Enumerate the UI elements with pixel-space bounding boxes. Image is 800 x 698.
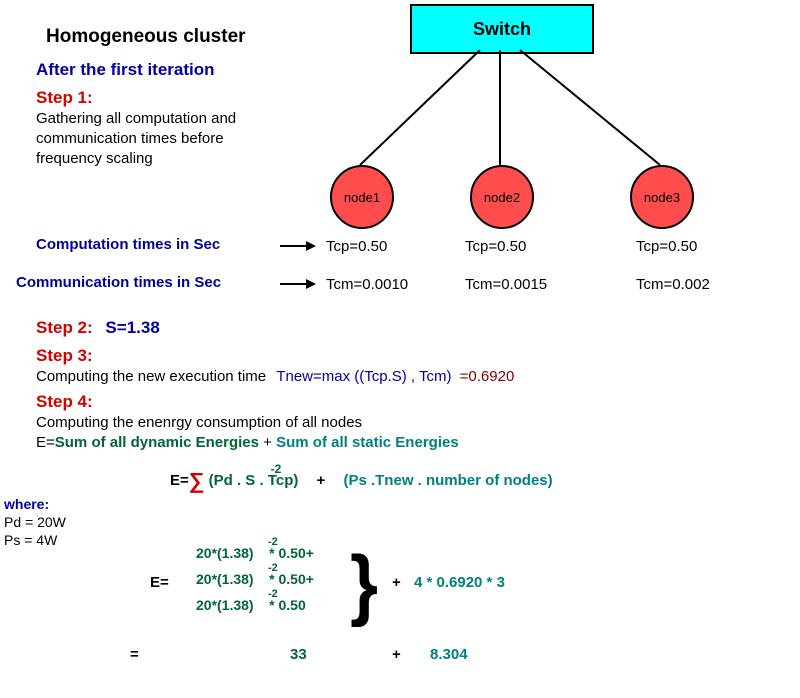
calc-plus: + xyxy=(392,574,401,591)
step4-eline: E=Sum of all dynamic Energies + Sum of a… xyxy=(36,434,459,451)
result-dyn: 33 xyxy=(290,646,307,663)
result-plus: + xyxy=(392,646,401,663)
tcm-value: Tcm=0.0015 xyxy=(465,276,547,293)
step4-static: Sum of all static Energies xyxy=(276,434,459,451)
calc-e-eq: E= xyxy=(150,574,169,591)
formula-stat: (Ps .Tnew . number of nodes) xyxy=(343,472,552,489)
formula-dyn: (Pd . S . Tcp) -2 xyxy=(209,472,303,489)
step1-desc1: Gathering all computation and xyxy=(36,110,236,127)
tcp-value: Tcp=0.50 xyxy=(326,238,387,255)
comp-arrow-head xyxy=(306,241,316,251)
step4-e-prefix: E= xyxy=(36,434,55,451)
step3-line: Computing the new execution time Tnew=ma… xyxy=(36,368,514,385)
switch-box: Switch xyxy=(410,4,594,54)
step2-value: S=1.38 xyxy=(105,318,159,337)
sigma-icon: ∑ xyxy=(189,468,205,493)
calc-static: 4 * 0.6920 * 3 xyxy=(414,574,505,591)
where-ps: Ps = 4W xyxy=(4,532,57,548)
calc-line: 20*(1.38) * 0.50+-2 xyxy=(196,545,314,561)
calc-superscript: -2 xyxy=(268,536,278,548)
step1-desc3: frequency scaling xyxy=(36,150,153,167)
formula-dyn-text: (Pd . S . Tcp) xyxy=(209,472,299,489)
step3-result: =0.6920 xyxy=(460,368,515,385)
step1-label: Step 1: xyxy=(36,88,93,108)
subtitle: After the first iteration xyxy=(36,60,215,80)
comm-arrow-line xyxy=(280,283,306,285)
step4-label: Step 4: xyxy=(36,392,93,412)
calc-line: 20*(1.38) * 0.50+-2 xyxy=(196,571,314,587)
where-label: where: xyxy=(4,496,49,512)
tcm-value: Tcm=0.0010 xyxy=(326,276,408,293)
step4-dynamic: Sum of all dynamic Energies xyxy=(55,434,259,451)
step4-plus: + xyxy=(259,434,276,451)
calc-superscript: -2 xyxy=(268,562,278,574)
where-pd: Pd = 20W xyxy=(4,514,66,530)
page-title: Homogeneous cluster xyxy=(46,26,246,48)
network-edges xyxy=(0,0,800,698)
step2-label: Step 2: xyxy=(36,318,93,337)
node-circle: node1 xyxy=(330,165,394,229)
formula-prefix: E= xyxy=(170,472,189,489)
step3-formula: Tnew=max ((Tcp.S) , Tcm) xyxy=(276,368,451,385)
comp-arrow-line xyxy=(280,245,306,247)
calc-superscript: -2 xyxy=(268,588,278,600)
computation-label: Computation times in Sec xyxy=(36,236,220,253)
formula-line: E=∑ (Pd . S . Tcp) -2 + (Ps .Tnew . numb… xyxy=(170,468,553,494)
step3-label: Step 3: xyxy=(36,346,93,366)
tcp-value: Tcp=0.50 xyxy=(465,238,526,255)
step3-desc: Computing the new execution time xyxy=(36,368,266,385)
brace-icon: } xyxy=(350,544,378,623)
switch-label: Switch xyxy=(473,19,531,40)
tcp-value: Tcp=0.50 xyxy=(636,238,697,255)
result-stat: 8.304 xyxy=(430,646,468,663)
node-circle: node3 xyxy=(630,165,694,229)
calc-line: 20*(1.38) * 0.50-2 xyxy=(196,597,306,613)
step2-row: Step 2: S=1.38 xyxy=(36,318,160,338)
comm-arrow-head xyxy=(306,279,316,289)
node-circle: node2 xyxy=(470,165,534,229)
tcm-value: Tcm=0.002 xyxy=(636,276,710,293)
formula-plus: + xyxy=(317,472,326,489)
communication-label: Communication times in Sec xyxy=(16,274,221,291)
step4-desc: Computing the enenrgy consumption of all… xyxy=(36,414,362,431)
step1-desc2: communication times before xyxy=(36,130,224,147)
result-eq: = xyxy=(130,646,139,663)
formula-dyn-sup: -2 xyxy=(271,462,282,476)
